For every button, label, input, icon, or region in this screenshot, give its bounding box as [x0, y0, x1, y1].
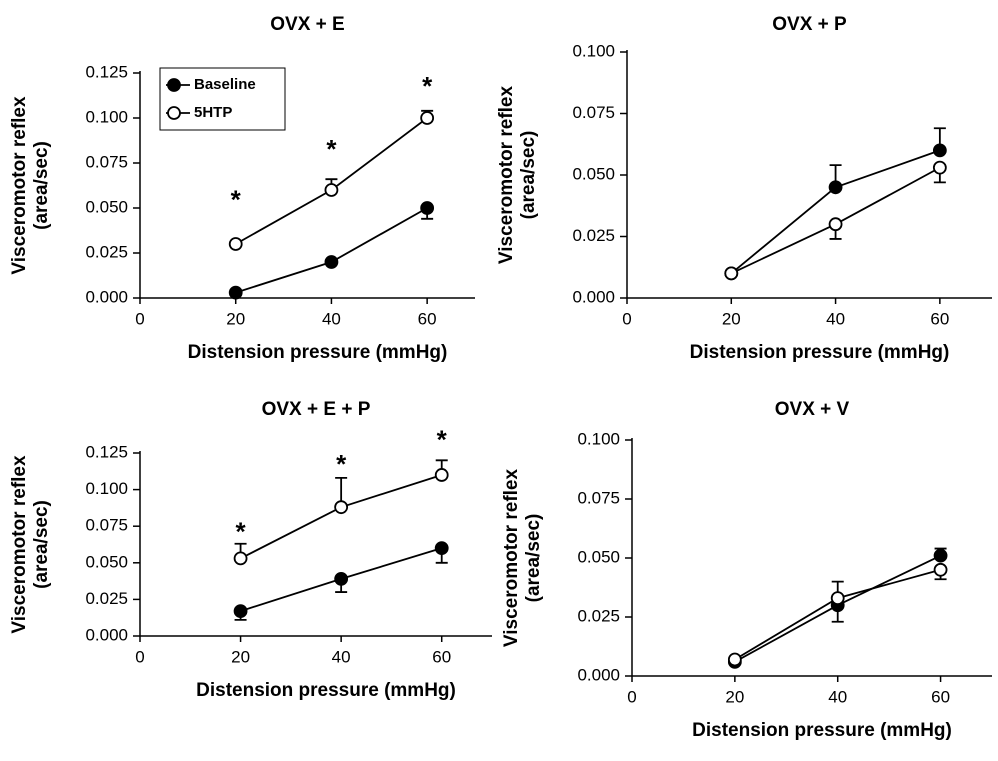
- y-tick-label: 0.100: [85, 107, 128, 126]
- y-tick-label: 0.025: [572, 226, 615, 245]
- x-tick-label: 20: [722, 309, 741, 328]
- y-tick-label: 0.000: [85, 287, 128, 306]
- data-point: [233, 604, 248, 619]
- legend-label: Baseline: [194, 76, 256, 93]
- y-tick-label: 0.075: [577, 488, 620, 507]
- x-axis-label: Distension pressure (mmHg): [690, 342, 950, 363]
- chart-title: OVX + V: [775, 399, 850, 420]
- x-tick-label: 0: [627, 687, 636, 706]
- x-tick-label: 20: [231, 647, 250, 666]
- annotation: *: [236, 517, 247, 547]
- annotation: *: [231, 184, 242, 214]
- y-axis-label: (area/sec): [31, 141, 52, 230]
- y-tick-label: 0.050: [85, 552, 128, 571]
- x-tick-label: 40: [332, 647, 351, 666]
- data-point: [228, 285, 243, 300]
- y-tick-label: 0.025: [85, 589, 128, 608]
- y-axis-label: Visceromotor reflex: [9, 96, 30, 275]
- x-tick-label: 0: [622, 309, 631, 328]
- x-tick-label: 40: [322, 309, 341, 328]
- y-tick-label: 0.100: [572, 41, 615, 60]
- x-axis-label: Distension pressure (mmHg): [692, 720, 952, 741]
- data-point: [724, 266, 739, 281]
- y-tick-label: 0.050: [577, 547, 620, 566]
- data-point: [932, 143, 947, 158]
- data-point: [830, 591, 845, 606]
- data-point: [420, 201, 435, 215]
- y-tick-label: 0.050: [572, 164, 615, 183]
- series-line: [235, 207, 428, 294]
- y-tick-label: 0.125: [85, 62, 128, 81]
- y-axis-label: (area/sec): [523, 514, 544, 603]
- data-point: [334, 500, 349, 515]
- chart-title: OVX + E: [270, 14, 344, 35]
- y-tick-label: 0.125: [85, 442, 128, 461]
- x-tick-label: 60: [418, 309, 437, 328]
- y-tick-label: 0.075: [85, 152, 128, 171]
- y-axis-label: (area/sec): [31, 500, 52, 589]
- y-tick-label: 0.075: [85, 516, 128, 535]
- data-point: [434, 541, 449, 556]
- x-tick-label: 60: [930, 309, 949, 328]
- x-tick-label: 60: [432, 647, 451, 666]
- data-point: [228, 237, 243, 251]
- data-point: [828, 180, 843, 195]
- y-tick-label: 0.100: [85, 479, 128, 498]
- data-point: [233, 551, 248, 566]
- y-tick-label: 0.050: [85, 197, 128, 216]
- x-tick-label: 20: [725, 687, 744, 706]
- annotation: *: [326, 134, 337, 164]
- data-point: [727, 652, 742, 667]
- data-point: [933, 548, 948, 563]
- legend-box: [159, 67, 286, 131]
- y-tick-label: 0.100: [577, 429, 620, 448]
- data-point: [434, 468, 449, 482]
- x-axis-label: Distension pressure (mmHg): [188, 342, 448, 363]
- annotation: *: [437, 424, 448, 454]
- y-axis-label: (area/sec): [518, 131, 539, 220]
- y-axis-label: Visceromotor reflex: [496, 86, 517, 265]
- x-tick-label: 40: [828, 687, 847, 706]
- y-tick-label: 0.075: [572, 103, 615, 122]
- chart-title: OVX + P: [772, 14, 847, 35]
- y-axis-label: Visceromotor reflex: [9, 455, 30, 634]
- legend-marker: [167, 78, 181, 92]
- data-point: [324, 255, 339, 269]
- y-tick-label: 0.000: [85, 625, 128, 644]
- data-point: [324, 183, 339, 197]
- y-axis-label: Visceromotor reflex: [501, 469, 522, 648]
- y-tick-label: 0.025: [85, 242, 128, 261]
- data-point: [932, 160, 947, 175]
- legend-marker: [167, 106, 181, 120]
- chart-title: OVX + E + P: [262, 399, 371, 420]
- x-tick-label: 0: [135, 647, 144, 666]
- x-tick-label: 40: [826, 309, 845, 328]
- x-axis-label: Distension pressure (mmHg): [196, 680, 456, 701]
- x-tick-label: 20: [226, 309, 245, 328]
- data-point: [828, 217, 843, 232]
- x-tick-label: 60: [931, 687, 950, 706]
- data-point: [933, 562, 948, 577]
- annotation: *: [422, 71, 433, 101]
- data-point: [334, 572, 349, 586]
- y-tick-label: 0.000: [577, 665, 620, 684]
- x-tick-label: 0: [135, 309, 144, 328]
- annotation: *: [336, 449, 347, 479]
- legend-label: 5HTP: [194, 104, 232, 121]
- data-point: [420, 111, 435, 125]
- y-tick-label: 0.000: [572, 287, 615, 306]
- y-tick-label: 0.025: [577, 606, 620, 625]
